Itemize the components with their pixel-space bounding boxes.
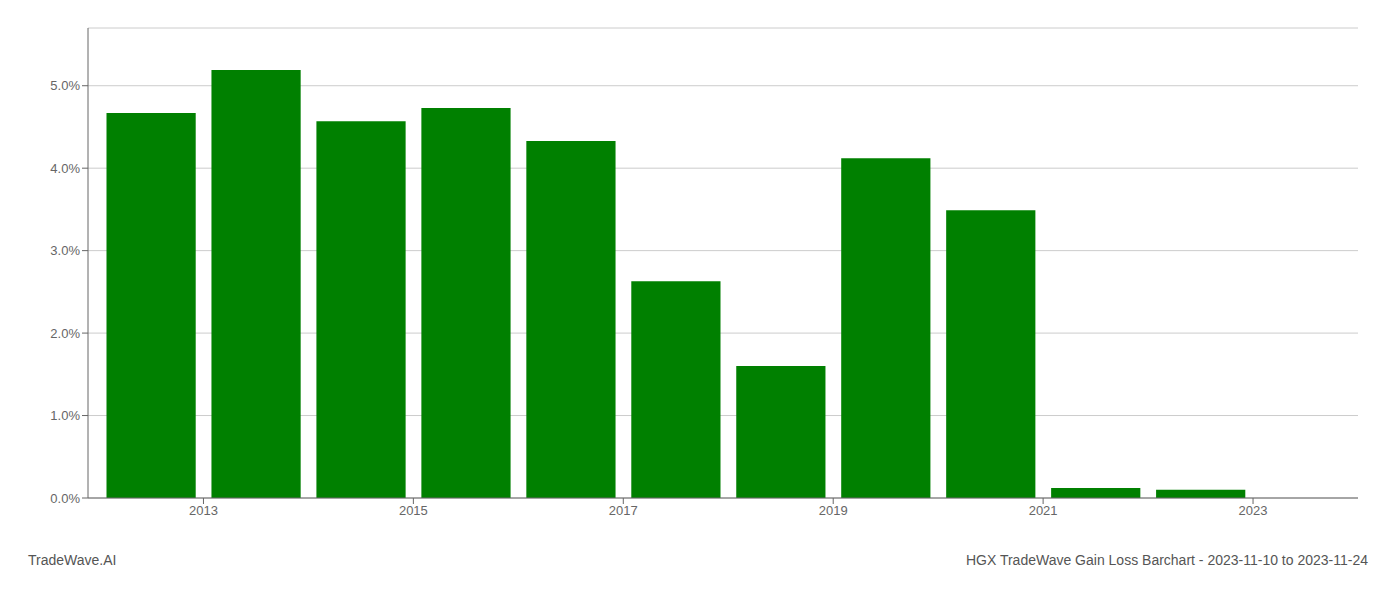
svg-text:0.0%: 0.0% [50,491,80,506]
svg-text:2.0%: 2.0% [50,326,80,341]
html-text:TradeWave.AI: TradeWave.AI [28,552,117,568]
svg-text:3.0%: 3.0% [50,243,80,258]
svg-text:2013: 2013 [189,503,218,518]
svg-text:2021: 2021 [1029,503,1058,518]
svg-text:2023: 2023 [1239,503,1268,518]
svg-text:1.0%: 1.0% [50,408,80,423]
svg-text:2015: 2015 [399,503,428,518]
html-text:HGX TradeWave Gain Loss Barcha: HGX TradeWave Gain Loss Barchart - 2023-… [965,552,1368,568]
svg-text:4.0%: 4.0% [50,161,80,176]
svg-text:5.0%: 5.0% [50,78,80,93]
svg-text:2017: 2017 [609,503,638,518]
svg-text:2019: 2019 [819,503,848,518]
